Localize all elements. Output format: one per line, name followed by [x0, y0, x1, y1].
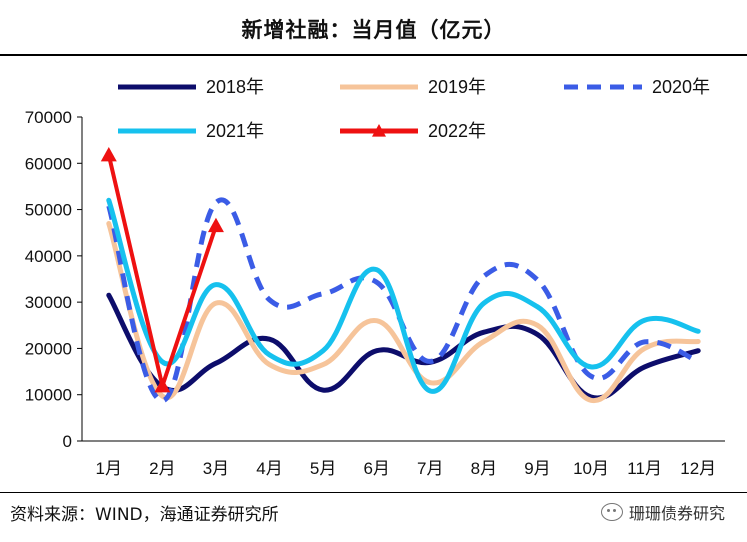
series-line-2019 [106, 221, 701, 403]
wechat-icon [600, 503, 623, 521]
watermark-text: 珊珊债券研究 [628, 504, 725, 523]
x-tick-label: 1月 [96, 459, 122, 478]
chart-title: 新增社融：当月值（亿元） [241, 18, 506, 42]
y-tick-label: 20000 [25, 339, 72, 358]
legend-label-2022: 2022年 [428, 121, 486, 141]
series-line-2018 [106, 292, 701, 401]
y-tick-label: 0 [63, 432, 72, 451]
legend-label-2021: 2021年 [206, 121, 264, 141]
legend: 2018年 2019年 2020年 2021年 2022年 [118, 77, 710, 141]
x-tick-label: 8月 [471, 459, 497, 478]
bottom-rule [0, 492, 747, 493]
legend-marker-2022 [372, 124, 386, 137]
y-tick-label: 70000 [25, 108, 72, 127]
y-tick-label: 30000 [25, 293, 72, 312]
x-tick-label: 7月 [417, 459, 443, 478]
line-chart: 0 10000 20000 30000 40000 50000 60000 70000 1月 2… [25, 77, 725, 478]
x-tick-label: 6月 [363, 459, 389, 478]
y-tick-label: 50000 [25, 201, 72, 220]
x-tick-label: 9月 [524, 459, 550, 478]
x-tick-label: 11月 [627, 459, 662, 478]
x-tick-label: 12月 [680, 459, 716, 478]
legend-label-2020: 2020年 [652, 77, 710, 97]
x-tick-label: 2月 [149, 459, 175, 478]
x-tick-label: 3月 [203, 459, 229, 478]
data-point-2022 [154, 377, 171, 393]
data-point-2022 [100, 146, 117, 162]
y-tick-label: 40000 [25, 247, 72, 266]
legend-label-2018: 2018年 [206, 77, 264, 97]
x-tick-label: 4月 [256, 459, 282, 478]
series-line-2021 [106, 197, 701, 394]
y-tick-label: 10000 [25, 386, 72, 405]
source-note: 资料来源：WIND，海通证券研究所 [10, 505, 279, 525]
x-axis: 1月 2月 3月 4月 5月 6月 7月 8月 9月 10月 11月 12月 [96, 459, 717, 478]
y-axis: 0 10000 20000 30000 40000 50000 60000 70000 [25, 108, 725, 451]
top-rule [0, 54, 747, 56]
data-point-2022 [207, 217, 224, 233]
x-tick-label: 10月 [573, 459, 609, 478]
watermark: 珊珊债券研究 [600, 500, 725, 524]
y-tick-label: 60000 [25, 154, 72, 173]
legend-label-2019: 2019年 [428, 77, 486, 97]
series-lines [100, 146, 701, 404]
x-tick-label: 5月 [310, 459, 336, 478]
series-line-2020 [106, 197, 700, 404]
